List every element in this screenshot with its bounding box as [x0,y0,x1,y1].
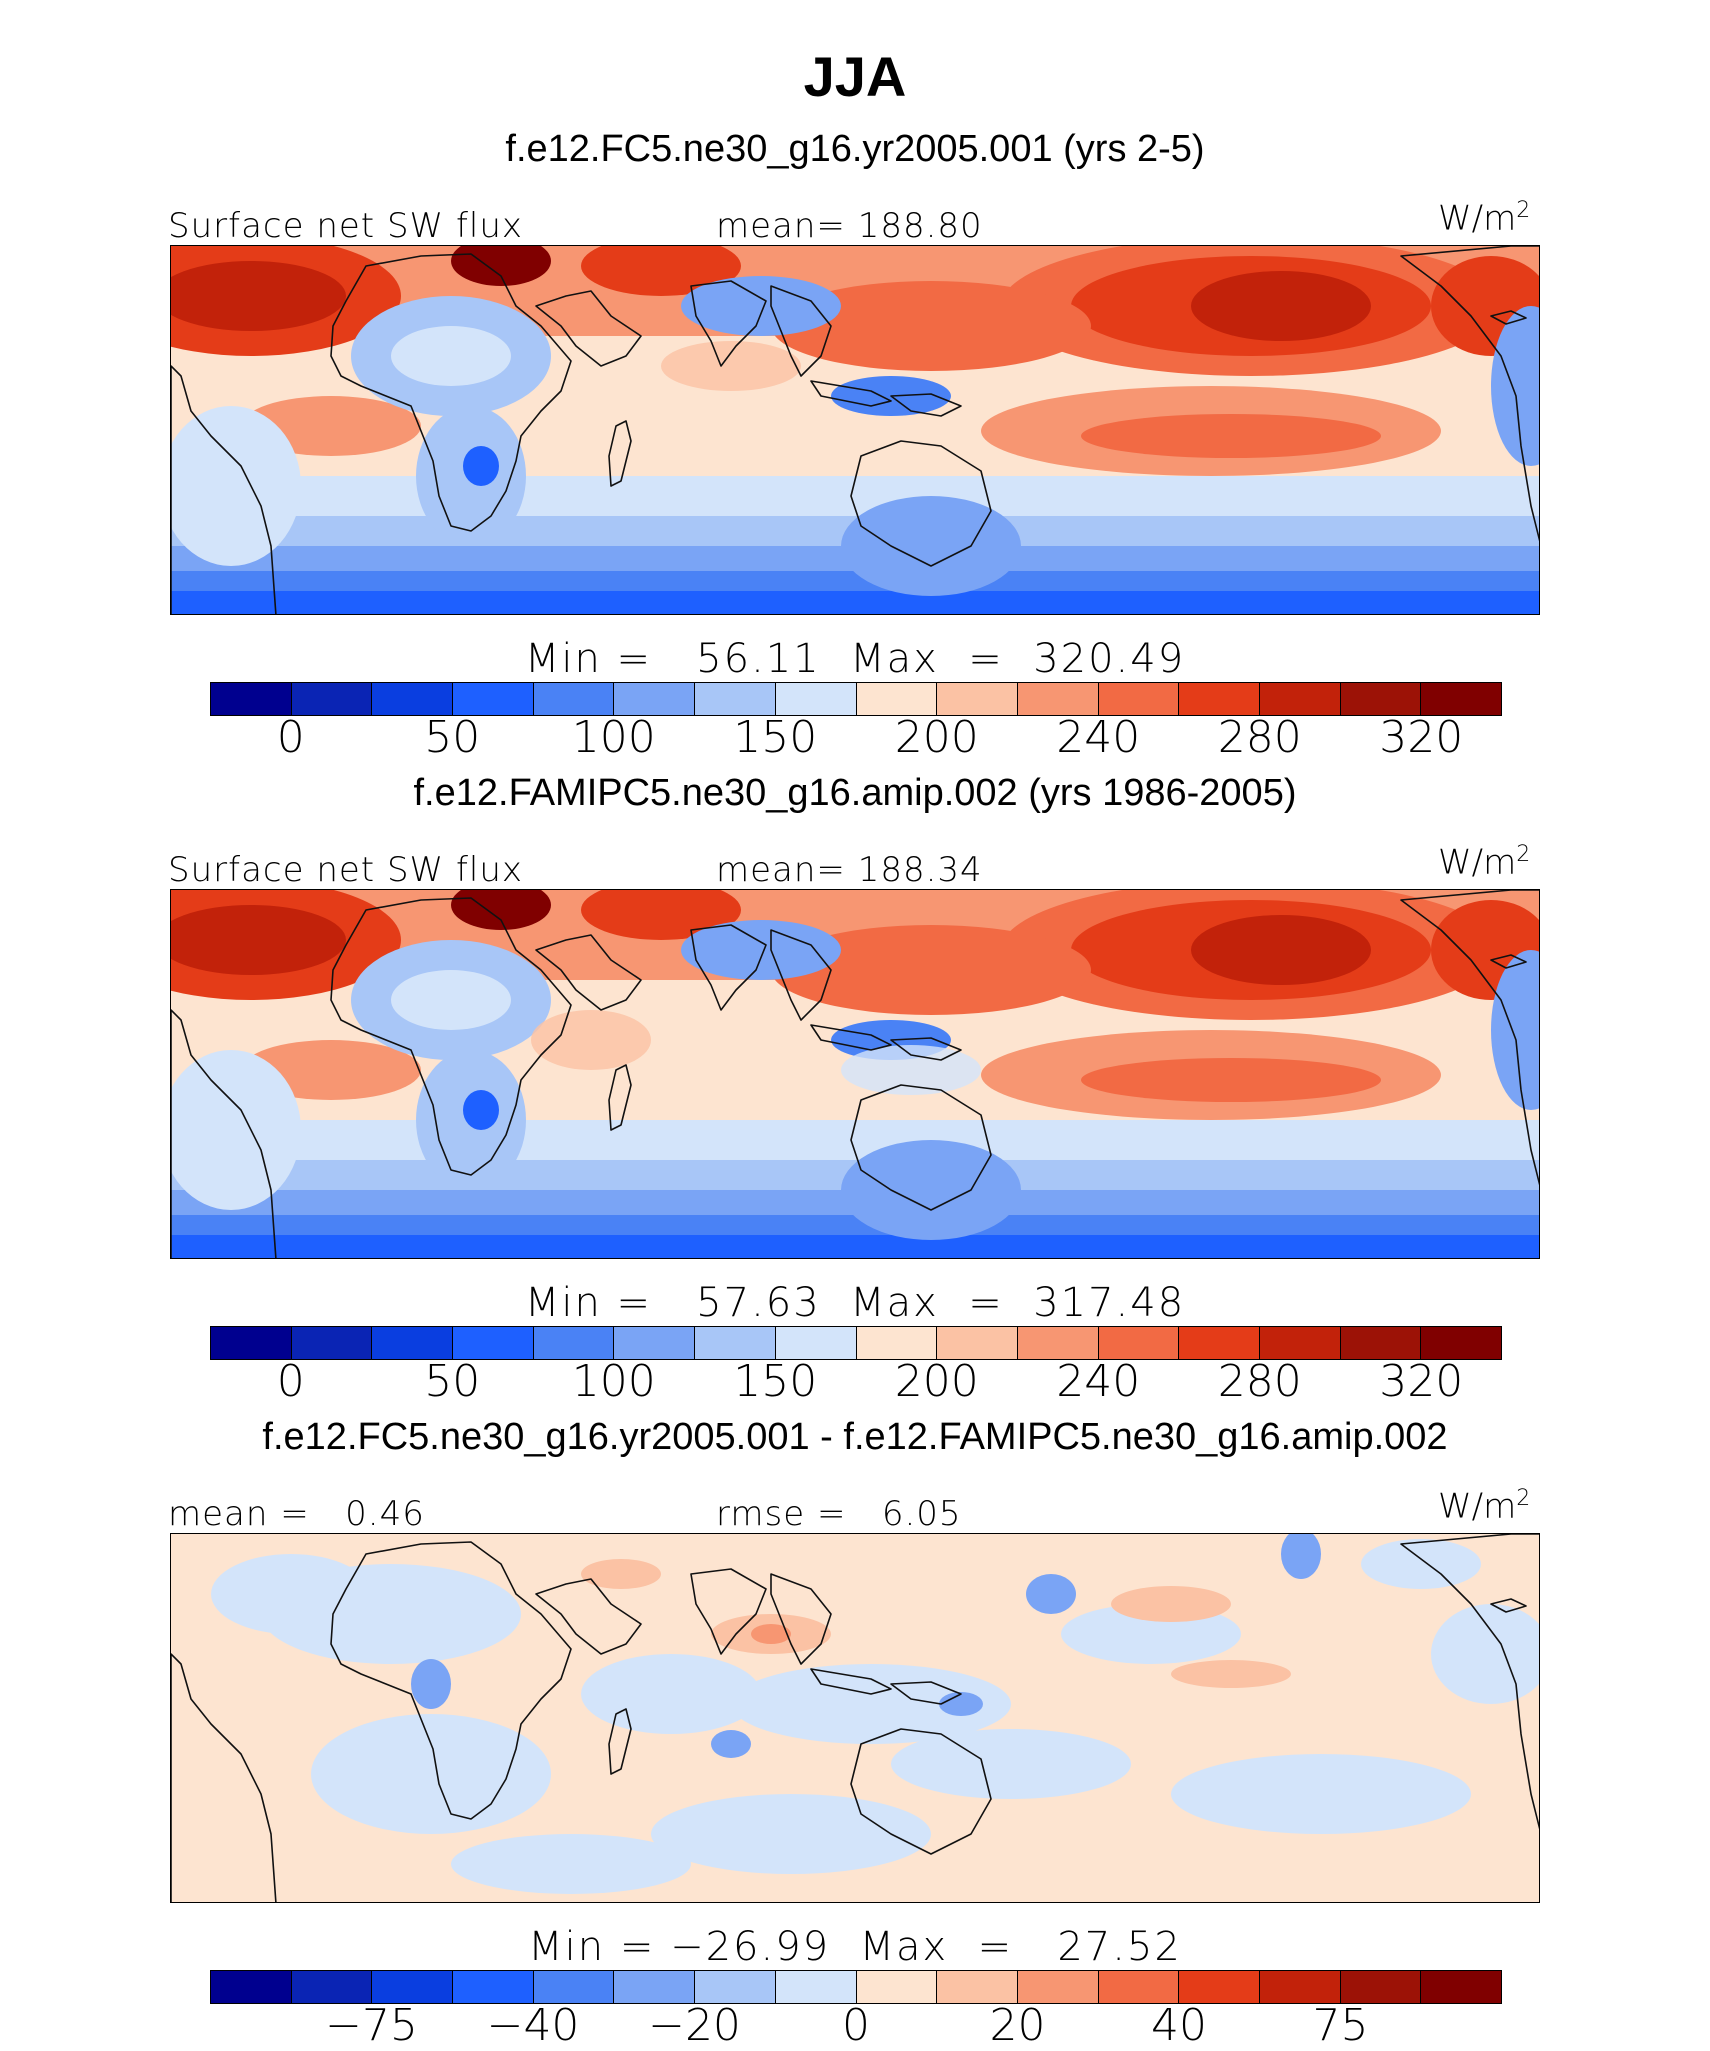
colorbar-swatch [1098,683,1180,715]
panel-3-mean-label: mean = 0.46 [168,1494,425,1534]
colorbar-swatch [1179,683,1260,715]
colorbar-swatch [614,1327,696,1359]
colorbar-swatch [453,683,534,715]
colorbar-swatch [856,1327,938,1359]
colorbar-swatch [695,683,776,715]
colorbar-tick-label: −40 [486,2000,580,2051]
colorbar-swatch [1421,1971,1501,2003]
panel-1-minmax: Min = 56.11 Max = 320.49 [524,636,1186,682]
colorbar-swatch [1421,683,1501,715]
colorbar-swatch [372,683,454,715]
colorbar-tick-label: 100 [571,712,656,763]
colorbar-swatch [937,1327,1018,1359]
colorbar-swatch [937,683,1018,715]
panel-2-minmax: Min = 57.63 Max = 317.48 [524,1280,1186,1326]
colorbar-tick-label: 240 [1056,1356,1141,1407]
panel-3-rmse-label: rmse = 6.05 [716,1494,962,1534]
colorbar-swatch [1340,1327,1422,1359]
panel-2-units: W/m2 [1438,842,1531,883]
panel-2-mean-label: mean= 188.34 [716,850,983,890]
colorbar-tick-label: 200 [894,1356,979,1407]
colorbar-swatch [211,683,292,715]
colorbar-swatch [1098,1327,1180,1359]
colorbar-swatch [453,1327,534,1359]
colorbar-swatch [1098,1971,1180,2003]
colorbar-swatch [1179,1327,1260,1359]
colorbar-swatch [614,1971,696,2003]
colorbar-tick-label: 280 [1217,1356,1302,1407]
panel-1-colorbar-ticks: 0 50 100 150 200 240 280 320 [210,712,1502,763]
colorbar-tick-label: 0 [276,712,305,763]
colorbar-swatch [856,1971,938,2003]
panel-2-subtitle: f.e12.FAMIPC5.ne30_g16.amip.002 (yrs 198… [413,772,1297,814]
colorbar-swatch [211,1327,292,1359]
panel-3-minmax: Min = −26.99 Max = 27.52 [528,1924,1182,1970]
colorbar-swatch [291,1327,373,1359]
colorbar-swatch [856,683,938,715]
colorbar-swatch [775,1971,857,2003]
colorbar-tick-label: −75 [325,2000,418,2051]
colorbar-swatch [1259,683,1341,715]
colorbar-tick-label: 100 [571,1356,656,1407]
colorbar-swatch [1340,683,1422,715]
colorbar-tick-label: 150 [733,712,818,763]
panel-3-map [170,1533,1540,1903]
panel-1-subtitle: f.e12.FC5.ne30_g16.yr2005.001 (yrs 2-5) [505,128,1205,170]
panel-2-colorbar-ticks: 0 50 100 150 200 240 280 320 [210,1356,1502,1407]
colorbar-swatch [1017,683,1099,715]
colorbar-swatch [1340,1971,1422,2003]
panel-1-variable-label: Surface net SW flux [168,206,524,246]
colorbar-swatch [533,1971,615,2003]
colorbar-swatch [1259,1971,1341,2003]
colorbar-tick-label: 280 [1217,712,1302,763]
panel-1-mean-label: mean= 188.80 [716,206,983,246]
colorbar-swatch [1017,1327,1099,1359]
colorbar-swatch [1259,1327,1341,1359]
panel-2-colorbar [210,1326,1502,1360]
colorbar-tick-label: −20 [648,2000,741,2051]
colorbar-tick-label: 50 [424,1356,481,1407]
colorbar-tick-label: 40 [1151,2000,1207,2051]
colorbar-swatch [372,1971,454,2003]
colorbar-swatch [775,683,857,715]
colorbar-swatch [1017,1971,1099,2003]
colorbar-swatch [291,1971,373,2003]
figure-title: JJA [803,45,907,108]
colorbar-tick-label: 20 [989,2000,1046,2051]
panel-3-colorbar [210,1970,1502,2004]
colorbar-tick-label: 50 [424,712,481,763]
colorbar-tick-label: 320 [1379,712,1464,763]
colorbar-swatch [533,1327,615,1359]
colorbar-tick-label: 0 [842,2000,870,2051]
colorbar-swatch [372,1327,454,1359]
colorbar-swatch [1421,1327,1501,1359]
colorbar-swatch [695,1327,776,1359]
colorbar-tick-label: 240 [1056,712,1141,763]
colorbar-swatch [1179,1971,1260,2003]
panel-1-units: W/m2 [1438,198,1531,239]
panel-2-map [170,889,1540,1259]
colorbar-swatch [695,1971,776,2003]
panel-1-colorbar [210,682,1502,716]
colorbar-swatch [775,1327,857,1359]
colorbar-tick-label: 200 [894,712,979,763]
colorbar-swatch [211,1971,292,2003]
colorbar-swatch [291,683,373,715]
panel-2-variable-label: Surface net SW flux [168,850,524,890]
colorbar-tick-label: 75 [1312,2000,1369,2051]
colorbar-tick-label: 320 [1379,1356,1464,1407]
panel-3-colorbar-ticks: −75 −40 −20 0 20 40 75 [210,2000,1502,2051]
panel-3-units: W/m2 [1438,1486,1531,1527]
colorbar-swatch [614,683,696,715]
colorbar-tick-label: 150 [733,1356,818,1407]
colorbar-tick-label: 0 [276,1356,305,1407]
colorbar-swatch [453,1971,534,2003]
colorbar-swatch [533,683,615,715]
panel-3-subtitle: f.e12.FC5.ne30_g16.yr2005.001 - f.e12.FA… [262,1416,1448,1458]
colorbar-swatch [937,1971,1018,2003]
panel-1-map [170,245,1540,615]
